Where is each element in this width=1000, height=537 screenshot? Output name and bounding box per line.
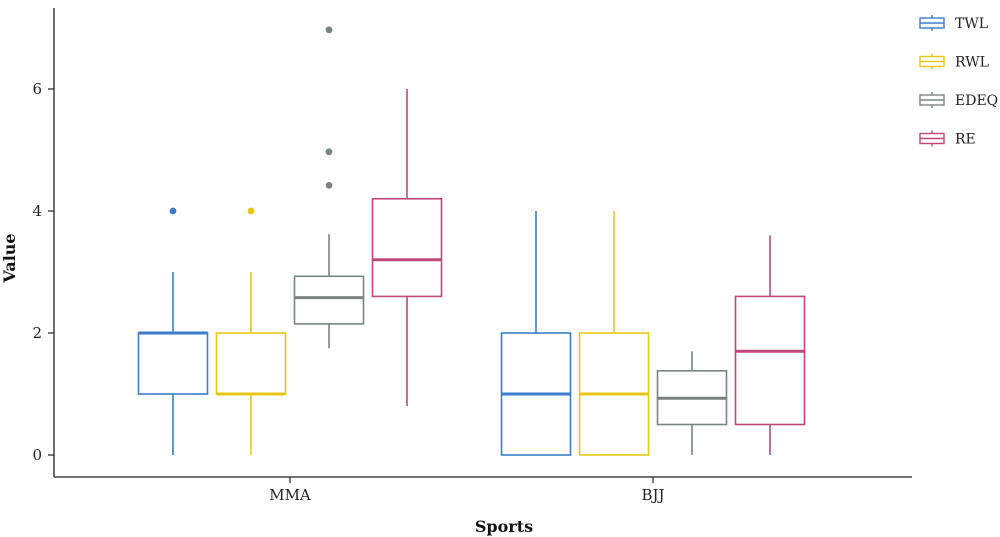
box-rwl-mma bbox=[215, 332, 287, 395]
y-tick-label: 0 bbox=[32, 446, 42, 464]
legend: TWL RWL EDEQ RE bbox=[919, 15, 998, 148]
y-tick-label: 2 bbox=[32, 324, 42, 342]
outlier-point-edeq-mma bbox=[325, 181, 333, 189]
outlier-point-edeq-mma bbox=[325, 26, 333, 34]
legend-label-twl: TWL bbox=[955, 16, 988, 32]
box-re-mma bbox=[371, 198, 443, 298]
x-ticks: MMA BJJ bbox=[269, 477, 665, 504]
x-axis-title: Sports bbox=[475, 517, 533, 536]
x-tick-label-bjj: BJJ bbox=[641, 486, 664, 504]
legend-label-edeq: EDEQ bbox=[955, 93, 998, 109]
box-re-bjj bbox=[734, 295, 806, 426]
boxes bbox=[137, 26, 806, 456]
y-ticks: 0 2 4 6 bbox=[32, 80, 54, 464]
box-edeq-mma bbox=[293, 275, 365, 325]
outlier-point-edeq-mma bbox=[325, 148, 333, 156]
outlier-point-rwl-mma bbox=[247, 207, 255, 215]
y-tick-label: 6 bbox=[32, 80, 42, 98]
box-twl-mma bbox=[137, 332, 209, 395]
legend-label-rwl: RWL bbox=[955, 55, 989, 71]
outlier-point-twl-mma bbox=[169, 207, 177, 215]
x-tick-label-mma: MMA bbox=[269, 486, 311, 504]
y-axis-title: Value bbox=[0, 233, 19, 283]
legend-label-re: RE bbox=[955, 132, 976, 148]
y-tick-label: 4 bbox=[32, 202, 42, 220]
